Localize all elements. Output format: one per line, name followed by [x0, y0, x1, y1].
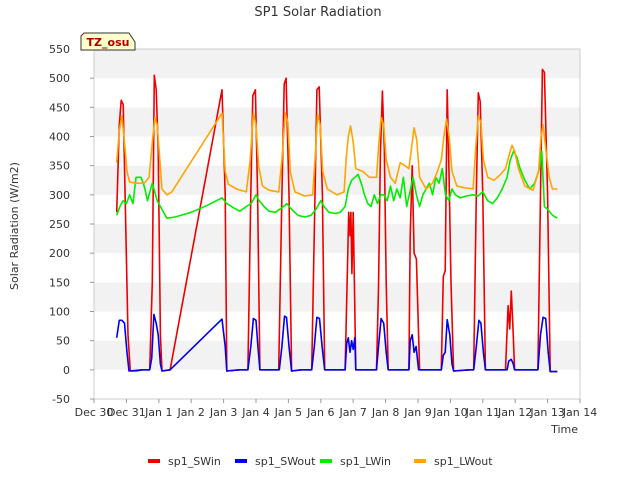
y-tick-label: 250: [49, 218, 70, 231]
x-tick-label: Jan 1: [144, 406, 172, 419]
grid-band: [94, 49, 580, 79]
x-tick-label: Jan 6: [306, 406, 334, 419]
grid-bands: [94, 49, 580, 399]
series-line-sp1-LWout: [115, 112, 558, 197]
legend-item: sp1_SWout: [235, 455, 316, 468]
legend: sp1_SWin sp1_SWout sp1_LWin sp1_LWout: [148, 455, 493, 468]
x-tick-label: Jan 12: [497, 406, 532, 419]
x-tick-label: Jan 3: [209, 406, 237, 419]
x-tick-label: Jan 4: [241, 406, 269, 419]
y-tick-label: -50: [52, 393, 70, 406]
y-tick-label: 500: [49, 72, 70, 85]
legend-item: sp1_LWin: [320, 455, 391, 468]
legend-label: sp1_SWin: [168, 455, 221, 468]
x-tick-label: Jan 7: [338, 406, 366, 419]
site-label-box: TZ_osu: [80, 32, 136, 51]
grid-band: [94, 282, 580, 312]
y-axis-label: Solar Radiation (W/m2): [8, 162, 21, 290]
site-label: TZ_osu: [87, 36, 130, 49]
grid-band: [94, 311, 580, 341]
legend-swatch: [414, 459, 426, 463]
grid-band: [94, 369, 580, 399]
x-tick-label: Jan 5: [274, 406, 302, 419]
legend-label: sp1_LWin: [340, 455, 391, 468]
x-tick-label: Jan 10: [432, 406, 467, 419]
grid-band: [94, 107, 580, 137]
grid-band: [94, 224, 580, 254]
y-tick-label: 300: [49, 189, 70, 202]
y-tick-label: 450: [49, 101, 70, 114]
legend-item: sp1_SWin: [148, 455, 221, 468]
x-tick-label: Jan 13: [529, 406, 564, 419]
grid-band: [94, 165, 580, 195]
series-lines: [115, 68, 558, 373]
y-axis-ticks: -50 0 50 100 150 200 250 300 350 400 450 500 550: [49, 43, 94, 406]
x-tick-label: Dec 31: [107, 406, 146, 419]
series-line-sp1-SWout: [115, 313, 558, 373]
y-tick-label: 550: [49, 43, 70, 56]
legend-label: sp1_LWout: [434, 455, 493, 468]
x-tick-label: Jan 14: [562, 406, 597, 419]
legend-swatch: [320, 459, 332, 463]
x-axis-label: Time: [550, 423, 578, 436]
y-tick-label: 100: [49, 306, 70, 319]
y-tick-label: 200: [49, 247, 70, 260]
grid-band: [94, 78, 580, 108]
grid-band: [94, 253, 580, 283]
legend-swatch: [148, 459, 160, 463]
x-tick-label: Jan 2: [176, 406, 204, 419]
legend-swatch: [235, 459, 247, 463]
grid-band: [94, 136, 580, 166]
y-tick-label: 50: [56, 335, 70, 348]
y-tick-label: 0: [63, 364, 70, 377]
series-line-sp1-LWin: [115, 150, 558, 219]
grid-band: [94, 194, 580, 224]
x-tick-label: Dec 30: [75, 406, 114, 419]
chart-title: SP1 Solar Radiation: [254, 5, 381, 20]
y-tick-label: 350: [49, 160, 70, 173]
x-tick-label: Jan 9: [403, 406, 431, 419]
y-tick-label: 400: [49, 131, 70, 144]
y-tick-label: 150: [49, 276, 70, 289]
x-tick-label: Jan 8: [371, 406, 399, 419]
legend-label: sp1_SWout: [255, 455, 316, 468]
x-tick-label: Jan 11: [465, 406, 500, 419]
legend-item: sp1_LWout: [414, 455, 493, 468]
